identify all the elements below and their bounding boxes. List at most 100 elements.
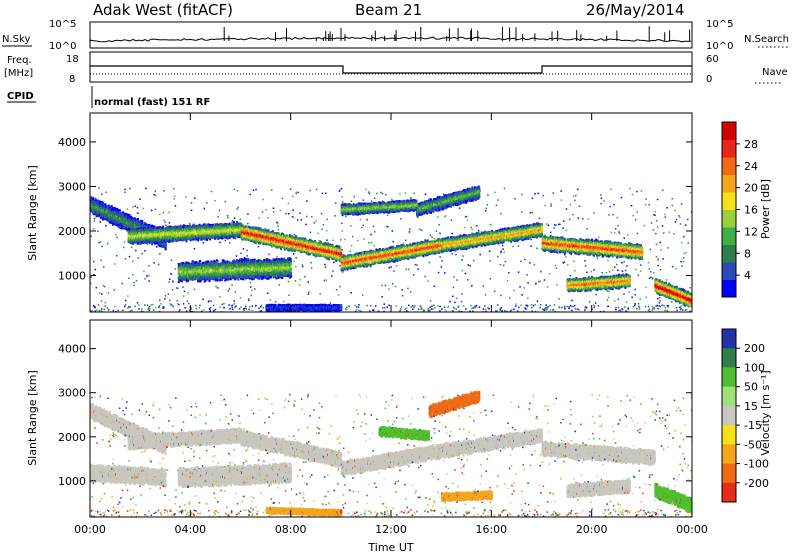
scatter-cell: [423, 310, 425, 312]
scatter-cell: [214, 200, 216, 202]
scatter-cell: [554, 264, 556, 267]
scatter-cell: [655, 305, 657, 307]
scatter-cell: [428, 212, 430, 214]
echo-cell: [127, 227, 130, 231]
echo-cell: [157, 244, 160, 247]
scatter-cell: [384, 306, 386, 309]
echo-cell: [90, 197, 92, 200]
scatter-cell: [167, 293, 170, 295]
scatter-cell: [155, 246, 158, 248]
scatter-cell: [203, 207, 205, 210]
echo-cell: [124, 212, 127, 215]
echo-cell: [160, 245, 163, 248]
scatter-cell: [455, 308, 458, 310]
scatter-cell: [267, 217, 269, 219]
scatter-cell: [664, 213, 666, 216]
scatter-cell: [169, 278, 171, 280]
scatter-cell: [450, 219, 453, 221]
scatter-cell: [542, 308, 544, 311]
scatter-cell: [244, 307, 246, 309]
scatter-cell: [258, 217, 260, 219]
scatter-cell: [534, 310, 537, 312]
scatter-cell: [133, 281, 135, 284]
scatter-cell: [174, 268, 177, 270]
scatter-cell: [536, 247, 538, 249]
echo-cell: [137, 242, 139, 245]
scatter-cell: [203, 308, 205, 311]
scatter-cell: [172, 305, 175, 308]
scatter-cell: [464, 216, 467, 218]
scatter-cell: [182, 295, 185, 297]
echo-cell: [125, 223, 128, 226]
scatter-cell: [97, 304, 100, 306]
scatter-cell: [348, 305, 351, 308]
scatter-cell: [574, 304, 576, 307]
scatter-cell: [500, 212, 502, 215]
scatter-cell: [356, 239, 359, 242]
echo-cell: [90, 204, 93, 208]
scatter-cell: [143, 270, 145, 273]
scatter-cell: [613, 203, 615, 206]
scatter-cell: [420, 308, 422, 310]
scatter-cell: [454, 301, 456, 304]
scatter-cell: [187, 292, 189, 294]
scatter-cell: [648, 204, 650, 206]
scatter-cell: [168, 211, 170, 214]
scatter-cell: [380, 191, 382, 194]
scatter-cell: [577, 217, 580, 219]
scatter-cell: [572, 305, 574, 308]
scatter-cell: [400, 308, 402, 310]
scatter-cell: [245, 305, 247, 307]
scatter-cell: [582, 218, 584, 220]
scatter-cell: [535, 283, 537, 285]
echo-cell: [112, 211, 115, 214]
scatter-cell: [332, 239, 334, 242]
scatter-cell: [272, 244, 274, 246]
scatter-cell: [340, 239, 342, 241]
echo-cell: [109, 212, 112, 215]
echo-cell: [128, 215, 131, 218]
scatter-cell: [145, 187, 147, 190]
scatter-cell: [136, 212, 139, 214]
echo-cell: [116, 208, 119, 211]
scatter-cell: [453, 307, 456, 310]
scatter-cell: [99, 241, 102, 243]
scatter-cell: [231, 220, 234, 222]
scatter-cell: [386, 306, 388, 308]
scatter-cell: [439, 232, 442, 235]
scatter-cell: [424, 239, 426, 241]
scatter-cell: [93, 305, 96, 308]
scatter-cell: [657, 307, 659, 310]
scatter-cell: [593, 304, 595, 307]
scatter-cell: [104, 305, 106, 307]
scatter-cell: [247, 222, 249, 225]
scatter-cell: [647, 309, 650, 312]
scatter-cell: [562, 220, 565, 222]
scatter-cell: [438, 232, 441, 234]
scatter-cell: [177, 303, 179, 305]
scatter-cell: [337, 294, 340, 296]
scatter-cell: [530, 304, 532, 306]
echo-cell: [129, 217, 132, 220]
scatter-cell: [531, 306, 533, 309]
scatter-cell: [366, 304, 368, 307]
scatter-cell: [399, 193, 401, 195]
scatter-cell: [146, 304, 149, 307]
scatter-cell: [452, 295, 454, 298]
scatter-cell: [367, 191, 370, 193]
scatter-cell: [419, 305, 422, 307]
scatter-cell: [115, 233, 117, 236]
scatter-cell: [651, 278, 654, 280]
scatter-cell: [324, 266, 327, 268]
scatter-cell: [506, 280, 509, 282]
scatter-cell: [626, 265, 628, 267]
scatter-cell: [455, 253, 457, 256]
scatter-cell: [246, 249, 248, 252]
scatter-cell: [376, 192, 378, 195]
scatter-cell: [470, 226, 472, 229]
scatter-cell: [530, 245, 532, 247]
scatter-cell: [661, 304, 663, 306]
scatter-cell: [630, 205, 633, 207]
scatter-cell: [153, 262, 155, 264]
scatter-cell: [504, 260, 507, 263]
